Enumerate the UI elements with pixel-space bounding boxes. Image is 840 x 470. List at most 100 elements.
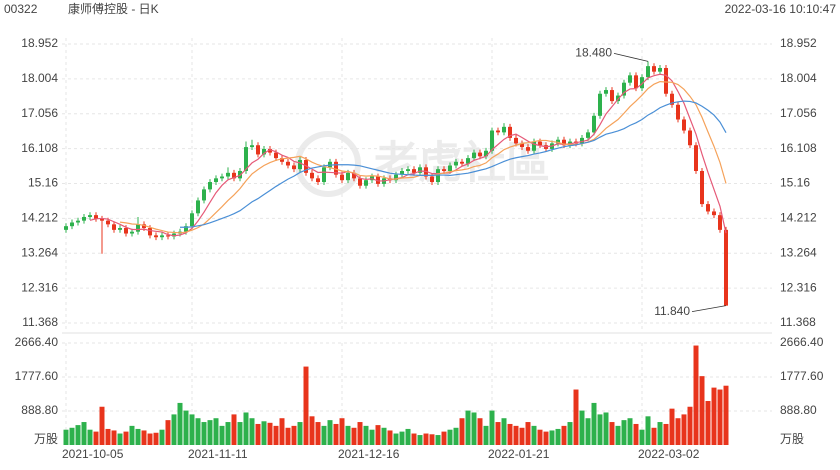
volume-bar xyxy=(603,412,609,445)
volume-bar xyxy=(63,429,69,445)
candle-body xyxy=(604,90,608,94)
volume-bar xyxy=(429,434,435,445)
volume-bar xyxy=(195,418,201,445)
candle-body xyxy=(472,152,476,159)
volume-bar xyxy=(153,432,159,445)
candle-body xyxy=(88,215,92,217)
volume-bar xyxy=(309,416,315,445)
x-tick-label: 2022-01-21 xyxy=(488,447,550,461)
volume-bar xyxy=(543,431,549,445)
candle-body xyxy=(346,172,350,181)
x-tick-label: 2021-12-16 xyxy=(338,447,400,461)
volume-bar xyxy=(339,418,345,445)
candle-body xyxy=(262,148,266,155)
volume-bar xyxy=(381,427,387,445)
candle-body xyxy=(514,137,518,144)
volume-tick-label: 2666.40 xyxy=(15,335,59,349)
volume-bar xyxy=(645,416,651,445)
candle-body xyxy=(706,204,710,212)
candle-body xyxy=(592,115,596,133)
y-tick-label: 15.16 xyxy=(28,176,58,190)
candle-body xyxy=(724,229,728,306)
candle-body xyxy=(700,170,704,205)
volume-unit-right: 万股 xyxy=(780,432,804,446)
candle-body xyxy=(124,228,128,234)
y-tick-label: 11.368 xyxy=(22,315,58,329)
candle-body xyxy=(298,159,302,170)
y-tick-label: 18.004 xyxy=(21,71,58,85)
volume-bar xyxy=(639,429,645,445)
volume-bar xyxy=(183,410,189,445)
volume-bar xyxy=(501,418,507,445)
volume-bar xyxy=(273,425,279,445)
candle-body xyxy=(598,93,602,116)
candle-body xyxy=(154,235,158,238)
volume-tick-label-right: 2666.40 xyxy=(780,335,824,349)
candle-body xyxy=(664,67,668,94)
candle-body xyxy=(364,180,368,186)
candle-body xyxy=(322,167,326,183)
volume-bar xyxy=(717,389,723,445)
candle-body xyxy=(166,235,170,237)
y-tick-label-right: 18.952 xyxy=(780,36,817,50)
candle-body xyxy=(100,218,104,221)
y-tick-label-right: 17.056 xyxy=(780,106,817,120)
candle-body xyxy=(616,95,620,102)
candle-body xyxy=(652,66,656,72)
candle-body xyxy=(538,141,542,146)
volume-bar xyxy=(147,433,153,445)
volume-bar xyxy=(285,427,291,445)
y-tick-label: 12.316 xyxy=(21,280,58,294)
candle-body xyxy=(484,150,488,157)
volume-bar xyxy=(615,425,621,445)
candle-body xyxy=(202,189,206,201)
volume-bar xyxy=(681,414,687,445)
volume-bar xyxy=(297,422,303,445)
y-tick-label-right: 16.108 xyxy=(780,141,817,155)
volume-bar xyxy=(447,429,453,445)
volume-bar xyxy=(399,431,405,445)
volume-bar xyxy=(453,427,459,445)
volume-bar xyxy=(657,422,663,445)
candle-body xyxy=(184,226,188,232)
candle-body xyxy=(82,216,86,221)
volume-bar xyxy=(351,427,357,445)
candle-body xyxy=(400,170,404,175)
candle-body xyxy=(214,178,218,183)
volume-bar xyxy=(129,425,135,445)
candle-body xyxy=(292,165,296,170)
volume-bar xyxy=(561,425,567,445)
candle-body xyxy=(94,215,98,219)
y-tick-label-right: 12.316 xyxy=(780,280,817,294)
volume-bar xyxy=(375,425,381,445)
candle-body xyxy=(394,174,398,181)
candle-body xyxy=(118,228,122,230)
y-tick-label-right: 15.16 xyxy=(780,176,810,190)
volume-bar xyxy=(699,376,705,445)
volume-bar xyxy=(219,425,225,445)
volume-bar xyxy=(483,425,489,445)
candle-body xyxy=(274,152,278,159)
y-tick-label: 17.056 xyxy=(21,106,58,120)
candle-body xyxy=(340,174,344,181)
volume-bar xyxy=(159,429,165,445)
volume-bar xyxy=(243,412,249,445)
volume-bar xyxy=(225,422,231,445)
candle-body xyxy=(670,93,674,105)
volume-bar xyxy=(87,429,93,445)
volume-bar xyxy=(633,423,639,445)
candle-body xyxy=(106,220,110,225)
candle-body xyxy=(562,139,566,146)
volume-bar xyxy=(345,425,351,445)
candle-body xyxy=(442,169,446,171)
volume-bar xyxy=(255,423,261,445)
volume-bar xyxy=(651,427,657,445)
volume-bar xyxy=(627,418,633,445)
candle-body xyxy=(130,231,134,234)
volume-bar xyxy=(573,389,579,445)
y-tick-label: 16.108 xyxy=(21,141,58,155)
candle-body xyxy=(412,169,416,173)
candle-body xyxy=(496,130,500,133)
y-tick-label-right: 14.212 xyxy=(780,211,817,225)
candle-body xyxy=(688,130,692,146)
